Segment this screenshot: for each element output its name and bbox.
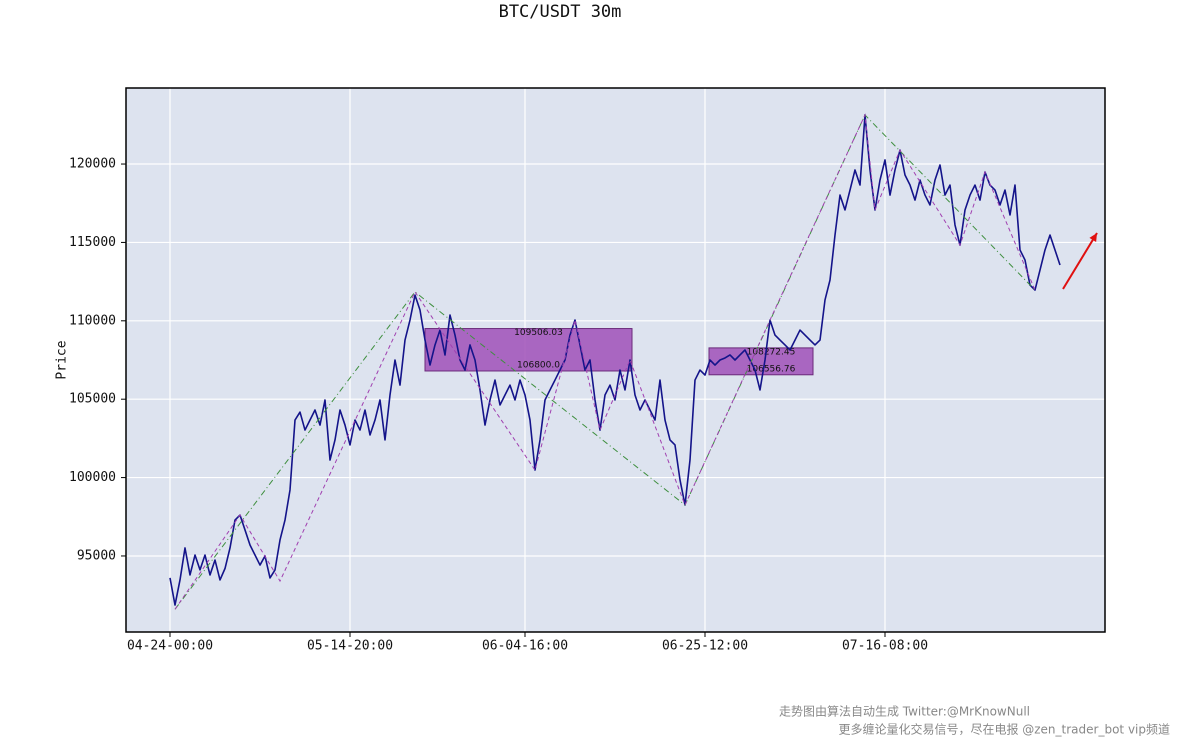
zone-label: 106556.76 <box>747 364 796 374</box>
arrow-head <box>1089 233 1097 242</box>
x-tick-label: 07-16-08:00 <box>842 639 928 654</box>
zone <box>708 347 814 376</box>
chart-title: BTC/USDT 30m <box>499 2 622 22</box>
zone <box>424 328 633 372</box>
y-tick-label: 115000 <box>69 235 116 250</box>
y-axis-label: Price <box>55 340 70 379</box>
x-tick-label: 05-14-20:00 <box>307 639 393 654</box>
zone-label: 109506.03 <box>514 328 563 338</box>
y-tick-label: 110000 <box>69 313 116 328</box>
zone-label: 106800.0 <box>517 360 560 370</box>
y-tick-label: 100000 <box>69 470 116 485</box>
zone-label: 108272.45 <box>747 347 796 357</box>
x-tick-label: 06-04-16:00 <box>482 639 568 654</box>
x-tick-label: 06-25-12:00 <box>662 639 748 654</box>
footer-line: 更多缠论量化交易信号，尽在电报 @zen_trader_bot vip频道 <box>838 722 1170 737</box>
plot-frame <box>125 87 1106 633</box>
y-tick-label: 95000 <box>77 548 116 563</box>
forecast-arrow <box>1062 232 1098 290</box>
zigzag-line <box>174 114 1036 610</box>
y-tick-label: 120000 <box>69 157 116 172</box>
footer-line: 走势图由算法自动生成 Twitter:@MrKnowNull <box>779 704 1030 719</box>
zigzag-line <box>174 113 1036 610</box>
y-tick-label: 105000 <box>69 392 116 407</box>
x-tick-label: 04-24-00:00 <box>127 639 213 654</box>
